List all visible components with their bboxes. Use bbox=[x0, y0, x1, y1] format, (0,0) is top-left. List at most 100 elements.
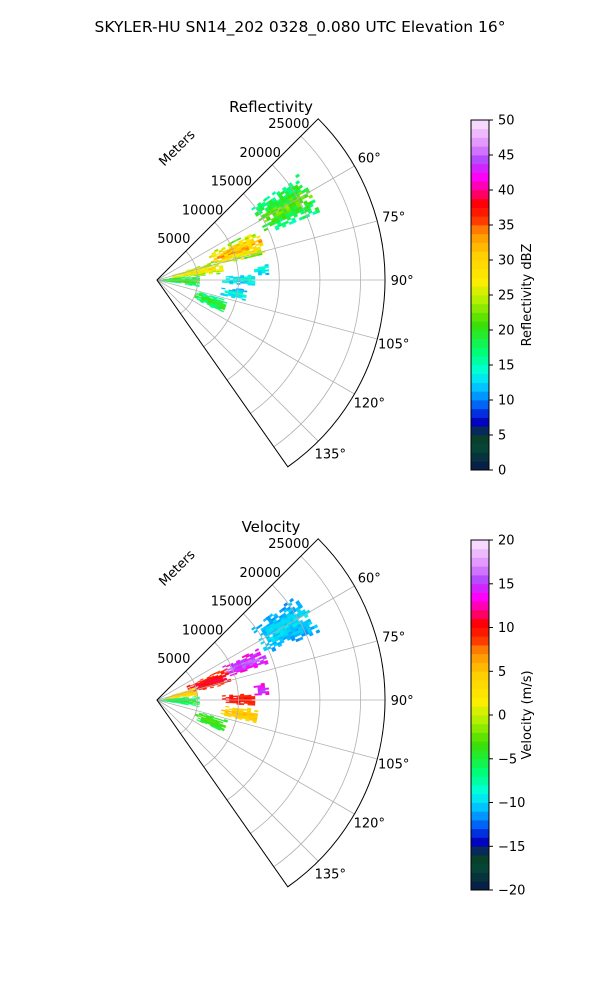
echo-cell bbox=[243, 290, 248, 293]
colorbar-swatch bbox=[471, 811, 489, 821]
range-ring bbox=[203, 642, 239, 768]
colorbar-swatch bbox=[471, 146, 489, 156]
angle-tick-label: 60° bbox=[358, 571, 381, 586]
echo-cell bbox=[199, 720, 204, 724]
echo-cell bbox=[232, 701, 237, 704]
colorbar-swatch bbox=[471, 566, 489, 576]
colorbar-swatch bbox=[471, 645, 489, 655]
colorbar-swatch bbox=[471, 540, 489, 550]
echo-cell bbox=[229, 673, 234, 677]
echo-cell bbox=[241, 298, 246, 301]
echo-cell bbox=[271, 191, 277, 196]
colorbar-swatch bbox=[471, 837, 489, 847]
angle-tick-label: 60° bbox=[358, 151, 381, 166]
echo-cell bbox=[260, 640, 265, 645]
echo-cell bbox=[258, 252, 263, 256]
echo-cell bbox=[216, 727, 221, 731]
echo-cell bbox=[209, 673, 214, 677]
echo-cell bbox=[184, 283, 189, 285]
panel-title: Reflectivity bbox=[229, 98, 313, 116]
echo-cell bbox=[170, 701, 175, 703]
colorbar-swatch bbox=[471, 190, 489, 200]
echo-cell bbox=[308, 194, 314, 200]
angle-tick-label: 90° bbox=[391, 274, 414, 289]
radial-tick-label: 25000 bbox=[268, 537, 309, 552]
echo-cell bbox=[225, 673, 230, 676]
colorbar-swatch bbox=[471, 610, 489, 620]
echo-cell bbox=[225, 275, 230, 278]
echo-cell bbox=[184, 703, 189, 706]
echo-cell bbox=[188, 277, 193, 279]
echo-cell bbox=[263, 227, 269, 232]
echo-cell bbox=[264, 265, 269, 269]
radial-tick-label: 10000 bbox=[182, 203, 223, 218]
angle-gridline bbox=[156, 699, 378, 760]
echo-cell bbox=[247, 703, 252, 706]
colorbar-swatch bbox=[471, 601, 489, 611]
echo-cell bbox=[281, 224, 287, 228]
echo-cell bbox=[315, 209, 321, 214]
angle-gridline bbox=[156, 165, 355, 281]
echo-cell bbox=[251, 276, 256, 279]
echo-cell bbox=[162, 698, 167, 700]
range-ring bbox=[226, 613, 280, 801]
angle-tick-label: 75° bbox=[382, 631, 405, 646]
figure-title: SKYLER-HU SN14_202 0328_0.080 UTC Elevat… bbox=[95, 18, 506, 37]
echo-cell bbox=[188, 284, 193, 286]
radial-tick-label: 20000 bbox=[240, 146, 281, 161]
echo-cell bbox=[254, 693, 259, 696]
echo-cell bbox=[254, 239, 259, 244]
echo-cell bbox=[225, 701, 230, 704]
colorbar-swatch bbox=[471, 207, 489, 217]
angle-tick-label: 105° bbox=[378, 757, 409, 772]
colorbar-swatch bbox=[471, 373, 489, 383]
colorbar-swatch bbox=[471, 653, 489, 663]
echo-cell bbox=[219, 721, 224, 724]
echo-cell bbox=[310, 199, 316, 204]
echo-cell bbox=[258, 623, 263, 628]
echo-cell bbox=[251, 700, 256, 703]
colorbar-tick-label: 5 bbox=[498, 429, 506, 444]
echo-cell bbox=[203, 721, 208, 725]
echo-cell bbox=[295, 180, 301, 185]
echo-cell bbox=[284, 220, 289, 225]
echo-region bbox=[194, 712, 228, 732]
angle-gridline bbox=[156, 699, 355, 815]
panel-title: Velocity bbox=[242, 518, 301, 536]
echo-cell bbox=[216, 718, 221, 721]
echo-cell bbox=[255, 243, 260, 247]
colorbar-label: Velocity (m/s) bbox=[520, 670, 535, 759]
echo-cell bbox=[261, 691, 266, 694]
echo-cell bbox=[232, 700, 237, 703]
echo-cell bbox=[227, 667, 232, 671]
echo-cell bbox=[208, 272, 213, 275]
echo-cell bbox=[220, 307, 225, 311]
colorbar-swatch bbox=[471, 785, 489, 795]
radial-tick-label: 15000 bbox=[211, 175, 252, 190]
echo-cell bbox=[202, 688, 207, 691]
range-ring bbox=[180, 670, 199, 734]
colorbar-tick-label: 0 bbox=[498, 709, 506, 724]
echo-cell bbox=[216, 297, 221, 300]
colorbar-swatch bbox=[471, 846, 489, 856]
echo-cell bbox=[247, 696, 252, 699]
echo-cell bbox=[225, 281, 230, 284]
echo-cell bbox=[220, 682, 225, 686]
colorbar-swatch bbox=[471, 820, 489, 830]
angle-gridline bbox=[156, 220, 378, 281]
echo-cell bbox=[294, 173, 301, 179]
colorbar-swatch bbox=[471, 268, 489, 278]
colorbar-tick-label: 15 bbox=[498, 359, 515, 374]
echo-cell bbox=[313, 624, 319, 629]
echo-cell bbox=[184, 282, 189, 284]
echo-cell bbox=[240, 703, 245, 706]
colorbar-swatch bbox=[471, 347, 489, 357]
echo-cell bbox=[227, 715, 232, 718]
echo-cell bbox=[240, 281, 245, 284]
echo-cell bbox=[229, 701, 234, 704]
echo-cell bbox=[229, 276, 234, 279]
echo-cell bbox=[201, 272, 206, 275]
echo-cell bbox=[230, 296, 236, 299]
polar-panel-reflectivity: Reflectivity60°75°90°105°120°135°5000100… bbox=[156, 98, 535, 479]
colorbar-swatch bbox=[471, 277, 489, 287]
